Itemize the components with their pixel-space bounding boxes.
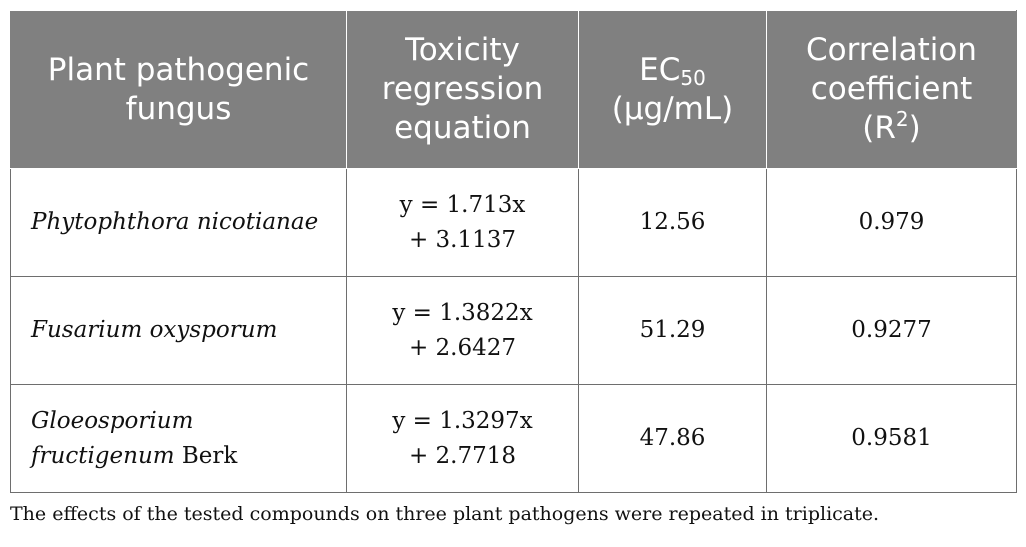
cell-fungus: Fusarium oxysporum (10, 276, 347, 385)
header-correlation-label: Correlation coefficient (806, 32, 977, 107)
toxicity-results-table: Plant pathogenic fungus Toxicity regress… (10, 10, 1017, 493)
fungus-name-italic: Fusarium oxysporum (31, 317, 278, 343)
equation-line-1: y = 1.3822x (392, 299, 533, 326)
cell-ec50: 47.86 (578, 384, 767, 493)
table-header-row: Plant pathogenic fungus Toxicity regress… (10, 10, 1017, 169)
header-r2-suffix: ) (908, 110, 921, 146)
header-ec50-prefix: EC (639, 51, 681, 88)
fungus-name-plain: Berk (174, 442, 238, 469)
cell-r2: 0.9277 (766, 276, 1017, 385)
cell-ec50: 12.56 (578, 168, 767, 277)
table-row: Gloeosporium fructigenum Berk y = 1.3297… (10, 384, 1017, 493)
equation-line-2: + 2.6427 (408, 334, 517, 361)
cell-r2: 0.979 (766, 168, 1017, 277)
equation-line-1: y = 1.3297x (392, 407, 533, 434)
fungus-name-italic: Phytophthora nicotianae (31, 209, 319, 235)
header-ec50-subscript: 50 (680, 65, 706, 90)
header-ec50-unit: (µg/mL) (611, 90, 734, 127)
cell-ec50: 51.29 (578, 276, 767, 385)
table-row: Fusarium oxysporum y = 1.3822x + 2.6427 5… (10, 276, 1017, 385)
cell-fungus: Gloeosporium fructigenum Berk (10, 384, 347, 493)
header-fungus: Plant pathogenic fungus (10, 10, 347, 169)
header-r2-superscript: 2 (895, 107, 909, 131)
header-ec50: EC50 (µg/mL) (578, 10, 767, 169)
cell-equation: y = 1.713x + 3.1137 (346, 168, 579, 277)
cell-equation: y = 1.3297x + 2.7718 (346, 384, 579, 493)
header-equation: Toxicity regression equation (346, 10, 579, 169)
equation-line-1: y = 1.713x (399, 191, 526, 218)
header-correlation: Correlation coefficient (R2) (766, 10, 1017, 169)
equation-line-2: + 2.7718 (408, 442, 517, 469)
cell-equation: y = 1.3822x + 2.6427 (346, 276, 579, 385)
header-r2-prefix: (R (862, 110, 896, 146)
cell-fungus: Phytophthora nicotianae (10, 168, 347, 277)
cell-r2: 0.9581 (766, 384, 1017, 493)
fungus-name-italic: Gloeosporium fructigenum (31, 407, 194, 469)
table-row: Phytophthora nicotianae y = 1.713x + 3.11… (10, 168, 1017, 277)
table-footnote: The effects of the tested compounds on t… (10, 503, 880, 525)
results-table-container: Plant pathogenic fungus Toxicity regress… (10, 10, 1017, 493)
equation-line-2: + 3.1137 (408, 226, 517, 253)
